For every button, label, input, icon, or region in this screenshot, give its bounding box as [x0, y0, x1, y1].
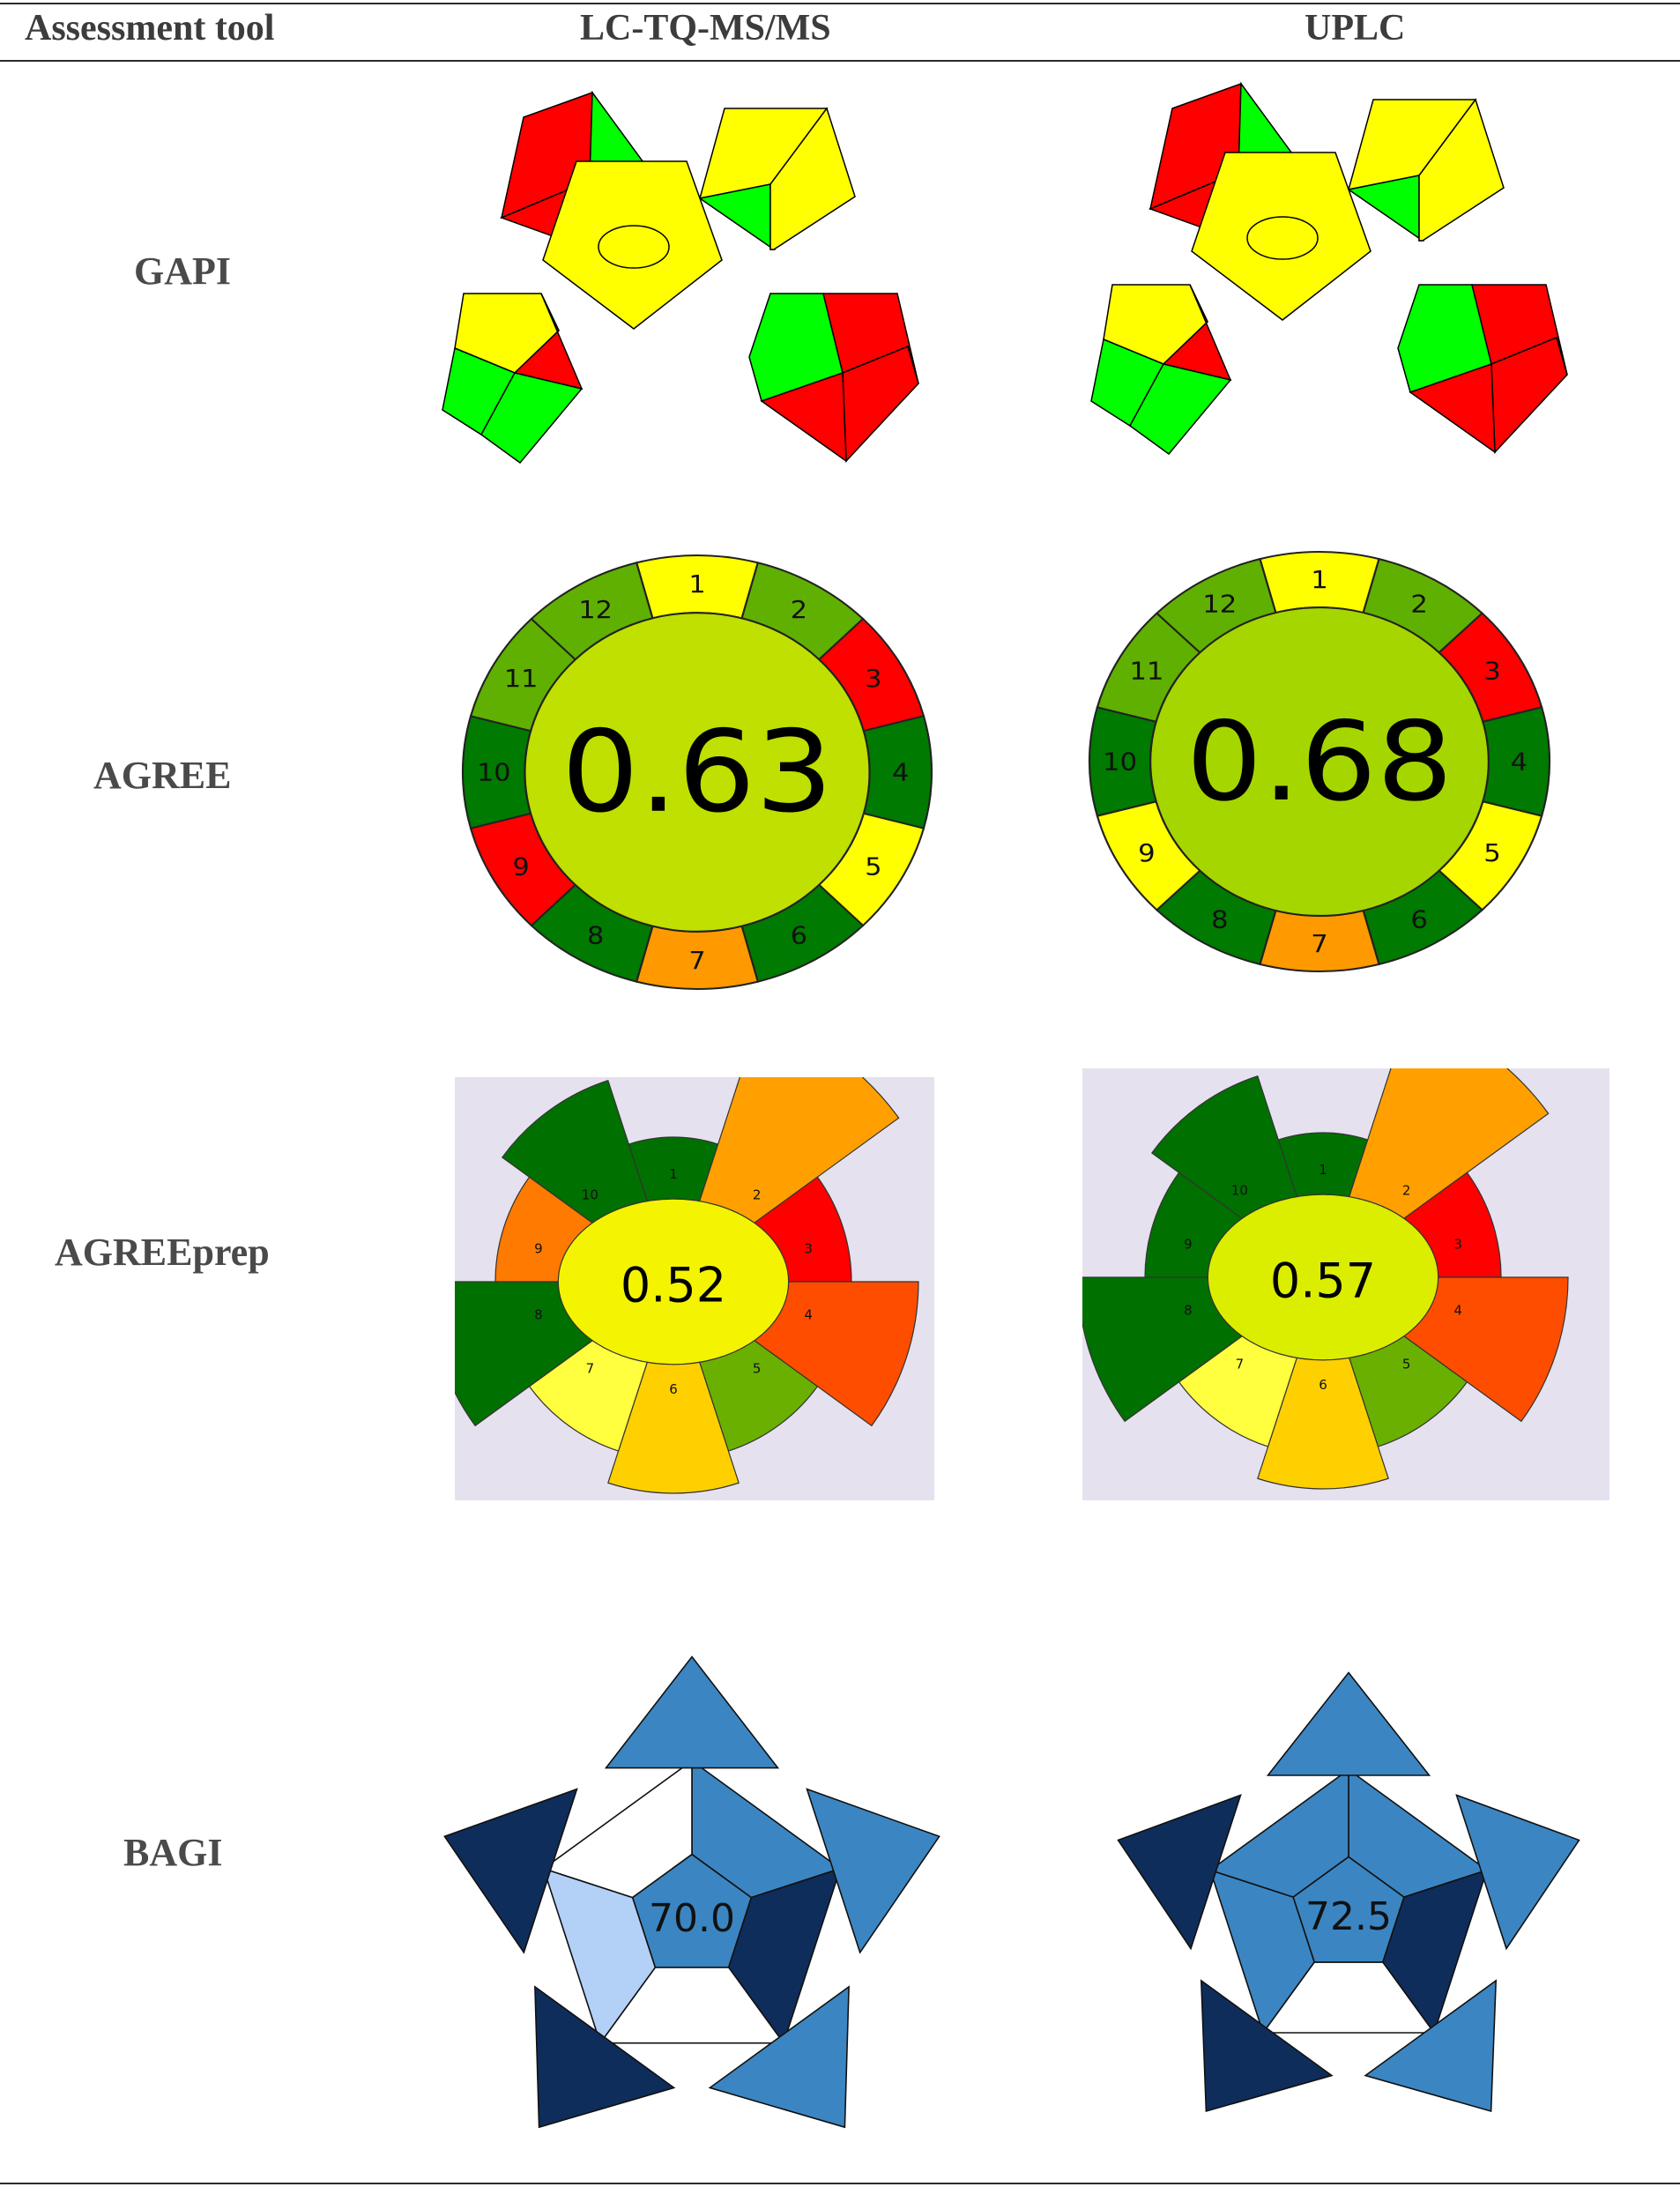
- agreeprep-segment-label-5: 5: [753, 1361, 762, 1377]
- bagi-center: [631, 1853, 753, 1968]
- agree-segment-label-4: 4: [892, 758, 909, 787]
- agreeprep-segment-label-2: 2: [753, 1186, 762, 1202]
- agree-center: [1149, 606, 1490, 917]
- agree-segment-label-1: 1: [1311, 565, 1328, 593]
- agree-segment-label-4: 4: [1511, 748, 1528, 776]
- agree-segment-label-7: 7: [1311, 929, 1328, 957]
- bagi-score: 70.0: [649, 1896, 735, 1941]
- agreeprep-center: [1207, 1194, 1439, 1361]
- agreeprep-segment-label-7: 7: [586, 1361, 595, 1377]
- agreeprep-score: 0.57: [1270, 1253, 1376, 1309]
- agreeprep-segment-label-10: 10: [582, 1186, 598, 1202]
- agreeprep-segment-label-4: 4: [1453, 1303, 1462, 1319]
- gapi-center-pentagon: [542, 160, 723, 330]
- agree-segment-label-8: 8: [1211, 905, 1229, 934]
- agree-segment-label-5: 5: [865, 852, 881, 881]
- gapi-bottom-left-seg-4: [480, 372, 584, 465]
- bagi-lc-tq-ms: 70.0: [443, 1655, 940, 2129]
- bottom-rule: [0, 2183, 1680, 2184]
- agreeprep-segment-label-6: 6: [1319, 1377, 1327, 1393]
- header-assessment-tool: Assessment tool: [25, 8, 275, 48]
- agree-segment-label-2: 2: [1410, 590, 1428, 618]
- agreeprep-lc-tq-ms: 1 2 3 4 5 6 7 8 9 10 0.52: [455, 1077, 934, 1500]
- agree-segment-label-6: 6: [791, 920, 807, 949]
- agreeprep-segment-label-7: 7: [1236, 1357, 1245, 1372]
- bagi-outer-triangle-4: [1200, 1979, 1334, 2113]
- top-rule: [0, 3, 1680, 4]
- agreeprep-segment-label-9: 9: [534, 1240, 543, 1256]
- row-label-bagi: BAGI: [123, 1831, 223, 1874]
- bagi-uplc: 72.5: [1117, 1671, 1580, 2113]
- gapi-uplc: [1090, 81, 1568, 456]
- agree-segment-label-9: 9: [1138, 838, 1156, 867]
- bagi-outer-triangle-3: [1364, 1979, 1498, 2113]
- gapi-top-right-seg-3: [769, 107, 856, 250]
- agree-segment-label-11: 11: [504, 664, 539, 693]
- agree-segment-label-12: 12: [1202, 590, 1237, 618]
- agreeprep-segment-label-6: 6: [669, 1381, 678, 1397]
- row-label-agree: AGREE: [93, 754, 232, 797]
- bagi-outer-triangle-4: [534, 1985, 676, 2129]
- gapi-center-ellipse: [598, 225, 670, 269]
- agreeprep-center: [557, 1198, 790, 1365]
- agree-segment-label-8: 8: [587, 920, 604, 949]
- agreeprep-segment-label-4: 4: [804, 1307, 813, 1323]
- bagi-outer-triangle-2: [1455, 1794, 1580, 1951]
- agreeprep-segment-label-10: 10: [1231, 1182, 1248, 1198]
- gapi-lc-tq-ms: [442, 90, 919, 465]
- gapi-bottom-right-seg-4: [760, 371, 847, 463]
- agree-score: 0.63: [561, 707, 833, 838]
- bagi-outer-triangle-1: [1266, 1671, 1431, 1776]
- agree-segment-label-3: 3: [1483, 657, 1501, 685]
- agreeprep-segment-label-1: 1: [669, 1166, 678, 1182]
- agree-segment-label-2: 2: [791, 595, 807, 624]
- agree-segment-label-10: 10: [477, 758, 511, 787]
- gapi-top-right-seg-3: [1418, 98, 1505, 242]
- bagi-outer-triangle-5: [1117, 1794, 1242, 1951]
- agree-score: 0.68: [1186, 698, 1453, 826]
- agree-center: [524, 612, 871, 933]
- agreeprep-segment-label-5: 5: [1402, 1357, 1411, 1372]
- agreeprep-segment-label-2: 2: [1402, 1182, 1411, 1198]
- header-lc-tq-ms: LC-TQ-MS/MS: [580, 8, 831, 48]
- agreeprep-segment-label-8: 8: [534, 1307, 543, 1323]
- agreeprep-score: 0.52: [621, 1258, 726, 1313]
- gapi-bottom-left-seg-4: [1129, 363, 1232, 456]
- agree-segment-label-7: 7: [688, 946, 705, 975]
- bagi-score: 72.5: [1305, 1894, 1392, 1939]
- agreeprep-segment-label-3: 3: [804, 1240, 813, 1256]
- gapi-center-pentagon: [1191, 152, 1372, 321]
- agree-segment-label-9: 9: [513, 852, 530, 881]
- bagi-outer-triangle-5: [443, 1788, 578, 1954]
- agreeprep-uplc: 1 2 3 4 5 6 7 8 9 10 0.57: [1082, 1068, 1609, 1500]
- bagi-outer-triangle-2: [806, 1788, 940, 1954]
- agree-segment-label-10: 10: [1103, 748, 1137, 776]
- agree-segment-label-1: 1: [688, 569, 705, 599]
- agreeprep-segment-label-1: 1: [1319, 1162, 1327, 1178]
- row-label-gapi: GAPI: [134, 249, 231, 293]
- bagi-outer-triangle-1: [604, 1655, 780, 1769]
- agreeprep-segment-label-9: 9: [1184, 1236, 1193, 1252]
- agree-segment-label-3: 3: [865, 664, 881, 693]
- gapi-center-ellipse: [1246, 216, 1319, 260]
- row-label-agreeprep: AGREEprep: [55, 1231, 270, 1274]
- agree-segment-label-11: 11: [1129, 657, 1163, 685]
- gapi-bottom-right-seg-4: [1409, 362, 1496, 454]
- bagi-center: [1292, 1856, 1405, 1963]
- header-uplc: UPLC: [1305, 8, 1406, 48]
- bagi-outer-triangle-3: [708, 1985, 850, 2129]
- agree-segment-label-6: 6: [1410, 905, 1428, 934]
- agreeprep-segment-label-8: 8: [1184, 1303, 1193, 1319]
- agreeprep-segment-label-3: 3: [1453, 1236, 1462, 1252]
- agree-segment-label-5: 5: [1483, 838, 1501, 867]
- agree-segment-label-12: 12: [578, 595, 613, 624]
- header-rule: [0, 60, 1680, 62]
